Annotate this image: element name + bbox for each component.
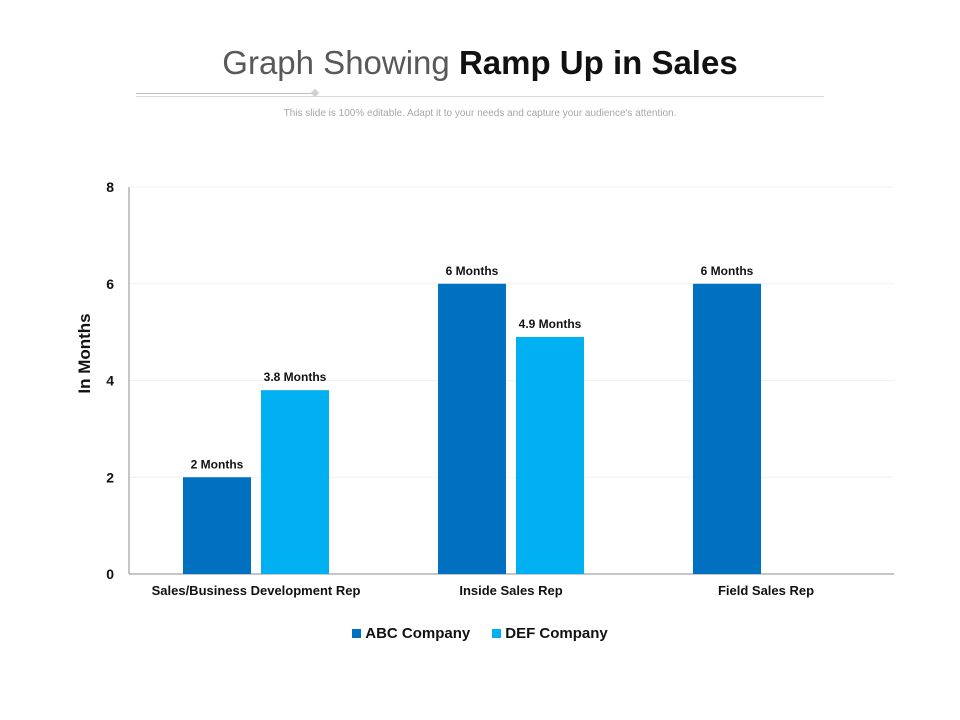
legend-label-def: DEF Company: [505, 625, 608, 642]
data-label: 6 Months: [446, 264, 499, 278]
data-label: 4.9 Months: [519, 317, 582, 331]
legend-item-abc: ABC Company: [352, 625, 470, 642]
bar-abc: [438, 283, 506, 574]
bar-abc: [183, 477, 251, 574]
x-tick-label: Field Sales Rep: [718, 583, 814, 598]
legend-swatch-abc: [352, 629, 362, 638]
page-subtitle: This slide is 100% editable. Adapt it to…: [283, 108, 677, 119]
bar-abc: [693, 283, 761, 574]
chart-legend: ABC Company DEF Company: [0, 625, 960, 642]
y-tick-label: 2: [106, 469, 114, 485]
y-tick-label: 0: [106, 566, 114, 582]
title-light: Graph Showing: [222, 44, 459, 81]
legend-label-abc: ABC Company: [365, 625, 471, 642]
data-label: 3.8 Months: [264, 370, 327, 384]
y-axis-title: In Months: [75, 313, 94, 393]
x-tick-label: Inside Sales Rep: [459, 583, 562, 598]
bar-def: [261, 390, 329, 574]
x-tick-label: Sales/Business Development Rep: [152, 583, 361, 598]
page-title: Graph Showing Ramp Up in Sales: [0, 44, 960, 82]
title-divider: [136, 96, 824, 97]
legend-swatch-def: [492, 629, 502, 638]
legend-item-def: DEF Company: [492, 625, 608, 642]
title-divider-accent: [136, 93, 316, 94]
y-tick-label: 6: [106, 276, 114, 292]
title-bold: Ramp Up in Sales: [458, 44, 738, 81]
data-label: 2 Months: [191, 457, 244, 471]
y-tick-label: 8: [106, 179, 114, 195]
data-label: 6 Months: [701, 264, 754, 278]
y-tick-label: 4: [106, 373, 114, 389]
bar-def: [516, 336, 584, 574]
